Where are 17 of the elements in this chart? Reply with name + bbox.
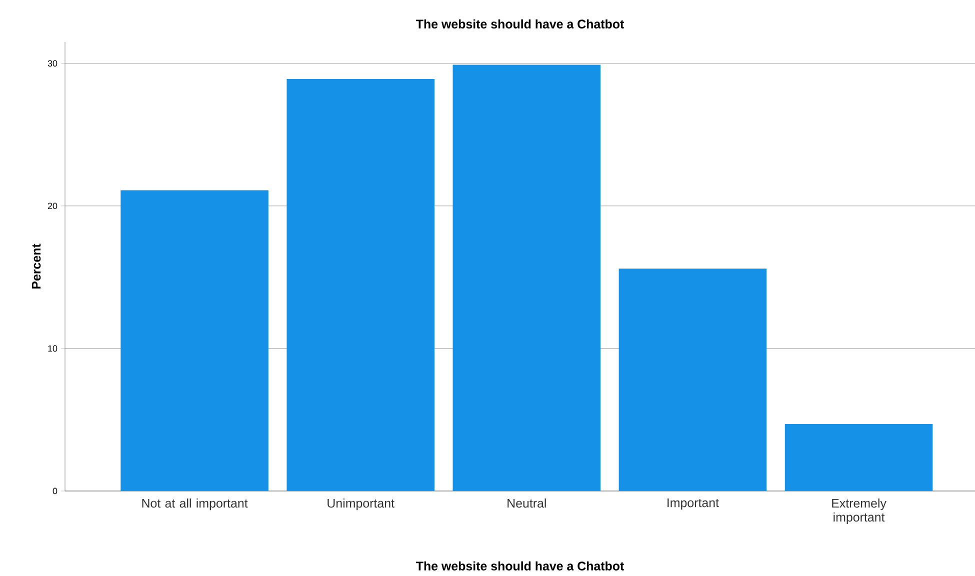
- y-tick-label: 10: [48, 345, 58, 352]
- bar: [452, 64, 601, 491]
- bar: [120, 190, 268, 491]
- x-axis-title: The website should have a Chatbot: [416, 561, 624, 570]
- chart-title: The website should have a Chatbot: [416, 19, 624, 28]
- y-tick-label: 30: [48, 60, 58, 67]
- y-tick-label: 20: [48, 202, 58, 210]
- x-tick-label: Extremely important: [832, 498, 886, 524]
- x-tick-label: Not at all important: [142, 498, 248, 510]
- bar: [784, 424, 933, 491]
- y-axis-title: Percent: [32, 244, 41, 288]
- x-tick-label: Neutral: [508, 498, 546, 508]
- x-tick-label: Important: [668, 498, 719, 510]
- y-tick-label: 0: [52, 488, 58, 494]
- bar: [618, 268, 767, 491]
- x-tick-label: Unimportant: [328, 498, 394, 510]
- bar: [286, 79, 434, 491]
